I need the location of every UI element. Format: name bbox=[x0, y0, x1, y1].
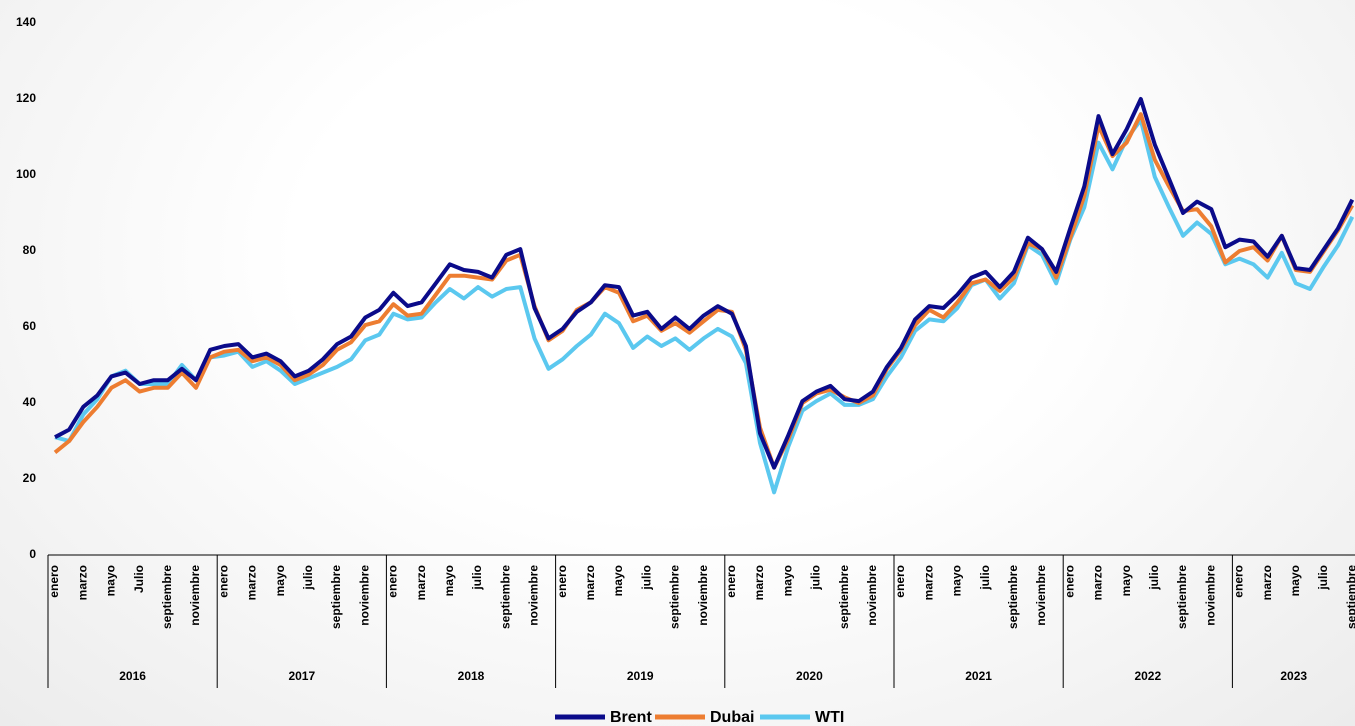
x-tick-label: marzo bbox=[1091, 565, 1105, 600]
x-tick-label: mayo bbox=[950, 565, 964, 596]
year-label: 2016 bbox=[119, 669, 146, 683]
y-tick-label: 80 bbox=[23, 243, 37, 257]
year-label: 2018 bbox=[458, 669, 485, 683]
x-tick-label: septiembre bbox=[160, 565, 174, 629]
y-tick-label: 140 bbox=[16, 15, 36, 29]
x-tick-label: marzo bbox=[245, 565, 259, 600]
x-tick-label: septiembre bbox=[1175, 565, 1189, 629]
year-label: 2021 bbox=[965, 669, 992, 683]
year-label: 2017 bbox=[288, 669, 315, 683]
x-tick-label: septiembre bbox=[1344, 565, 1355, 629]
x-tick-label: Julio bbox=[132, 565, 146, 593]
x-tick-label: julio bbox=[1147, 565, 1161, 591]
x-tick-label: julio bbox=[301, 565, 315, 591]
x-tick-label: marzo bbox=[752, 565, 766, 600]
x-tick-label: noviembre bbox=[188, 565, 202, 626]
x-tick-label: septiembre bbox=[329, 565, 343, 629]
x-tick-label: julio bbox=[809, 565, 823, 591]
x-tick-label: noviembre bbox=[357, 565, 371, 626]
x-tick-label: noviembre bbox=[865, 565, 879, 626]
x-tick-label: julio bbox=[1316, 565, 1330, 591]
series-line bbox=[53, 112, 1355, 470]
y-tick-label: 20 bbox=[23, 471, 37, 485]
x-tick-label: noviembre bbox=[1034, 565, 1048, 626]
x-tick-label: noviembre bbox=[696, 565, 710, 626]
x-tick-label: mayo bbox=[611, 565, 625, 596]
x-tick-label: enero bbox=[1232, 565, 1246, 598]
x-tick-label: mayo bbox=[104, 565, 118, 596]
x-tick-label: marzo bbox=[583, 565, 597, 600]
x-tick-label: enero bbox=[555, 565, 569, 598]
x-tick-label: septiembre bbox=[668, 565, 682, 629]
y-tick-label: 60 bbox=[23, 319, 37, 333]
x-tick-label: enero bbox=[216, 565, 230, 598]
x-tick-label: mayo bbox=[273, 565, 287, 596]
year-label: 2019 bbox=[627, 669, 654, 683]
x-tick-label: julio bbox=[470, 565, 484, 591]
x-tick-label: julio bbox=[639, 565, 653, 591]
x-tick-label: marzo bbox=[1260, 565, 1274, 600]
y-tick-label: 40 bbox=[23, 395, 37, 409]
legend-label: WTI bbox=[815, 709, 844, 726]
x-tick-label: enero bbox=[724, 565, 738, 598]
series-line bbox=[54, 97, 1355, 470]
y-tick-label: 100 bbox=[16, 167, 36, 181]
legend-label: Dubai bbox=[710, 709, 754, 726]
x-tick-label: mayo bbox=[442, 565, 456, 596]
series-line bbox=[54, 117, 1355, 495]
x-tick-label: marzo bbox=[921, 565, 935, 600]
x-tick-label: mayo bbox=[780, 565, 794, 596]
x-tick-label: septiembre bbox=[837, 565, 851, 629]
x-tick-label: marzo bbox=[75, 565, 89, 600]
x-tick-label: noviembre bbox=[527, 565, 541, 626]
x-tick-label: enero bbox=[1062, 565, 1076, 598]
year-label: 2022 bbox=[1134, 669, 1161, 683]
y-tick-label: 120 bbox=[16, 91, 36, 105]
x-tick-label: noviembre bbox=[1203, 565, 1217, 626]
x-tick-label: enero bbox=[47, 565, 61, 598]
x-tick-label: julio bbox=[978, 565, 992, 591]
x-tick-label: septiembre bbox=[1006, 565, 1020, 629]
year-label: 2023 bbox=[1280, 669, 1307, 683]
legend-label: Brent bbox=[610, 709, 652, 726]
y-tick-label: 0 bbox=[29, 547, 36, 561]
x-tick-label: enero bbox=[386, 565, 400, 598]
x-tick-label: marzo bbox=[414, 565, 428, 600]
year-label: 2020 bbox=[796, 669, 823, 683]
x-tick-label: septiembre bbox=[498, 565, 512, 629]
x-tick-label: enero bbox=[893, 565, 907, 598]
x-tick-label: mayo bbox=[1119, 565, 1133, 596]
x-tick-label: mayo bbox=[1288, 565, 1302, 596]
